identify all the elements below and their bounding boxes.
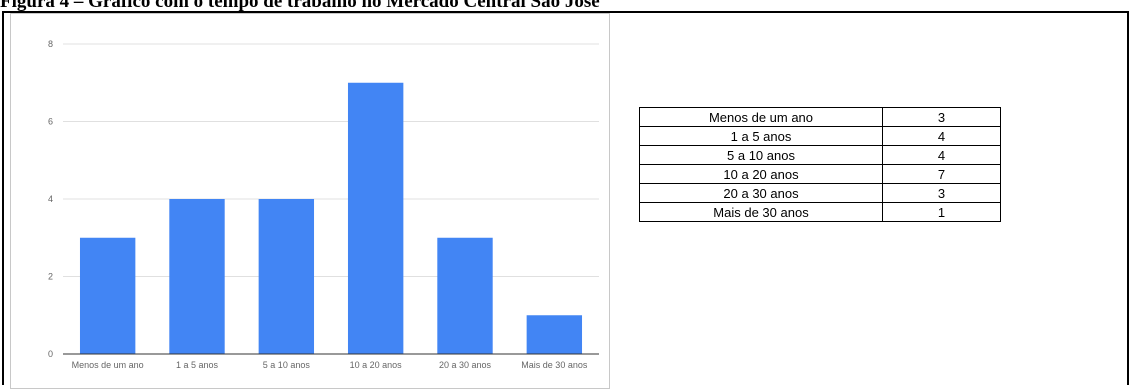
bar xyxy=(347,82,404,354)
figure-caption: Figura 4 – Gráfico com o tempo de trabal… xyxy=(0,0,600,12)
table-cell-value: 7 xyxy=(882,164,1001,184)
x-tick-label: 1 a 5 anos xyxy=(176,360,219,370)
table-cell-value: 3 xyxy=(882,107,1001,127)
bar xyxy=(79,237,136,354)
table-cell-label: 1 a 5 anos xyxy=(639,126,883,146)
x-tick-label: 20 a 30 anos xyxy=(439,360,492,370)
y-tick-label: 6 xyxy=(48,117,53,127)
table-row: 5 a 10 anos 4 xyxy=(639,145,1001,165)
table-row: Mais de 30 anos 1 xyxy=(639,202,1001,222)
x-tick-label: Menos de um ano xyxy=(72,360,144,370)
table-row: Menos de um ano 3 xyxy=(639,107,1001,127)
bar xyxy=(258,199,315,354)
table-cell-value: 3 xyxy=(882,183,1001,203)
table-cell-label: 10 a 20 anos xyxy=(639,164,883,184)
table-row: 1 a 5 anos 4 xyxy=(639,126,1001,146)
y-tick-label: 0 xyxy=(48,349,53,359)
table-cell-label: Mais de 30 anos xyxy=(639,202,883,222)
y-tick-label: 8 xyxy=(48,39,53,49)
y-tick-label: 2 xyxy=(48,272,53,282)
bar-chart-svg: 0 2 4 6 8 Menos de um ano 1 a 5 anos 5 a 10 ano… xyxy=(48,39,599,370)
table-row: 10 a 20 anos 7 xyxy=(639,164,1001,184)
table-cell-label: 5 a 10 anos xyxy=(639,145,883,165)
data-table: Menos de um ano 3 1 a 5 anos 4 5 a 10 an… xyxy=(639,107,1001,222)
bar-chart: 0 2 4 6 8 Menos de um ano 1 a 5 anos 5 a 10 ano… xyxy=(10,13,610,389)
table-row: 20 a 30 anos 3 xyxy=(639,183,1001,203)
x-tick-label: 10 a 20 anos xyxy=(350,360,403,370)
table-cell-value: 4 xyxy=(882,126,1001,146)
table-cell-value: 1 xyxy=(882,202,1001,222)
bar xyxy=(526,315,583,354)
table-cell-label: Menos de um ano xyxy=(639,107,883,127)
y-tick-label: 4 xyxy=(48,194,53,204)
x-tick-label: Mais de 30 anos xyxy=(521,360,588,370)
bar xyxy=(437,237,493,354)
data-table-container: Menos de um ano 3 1 a 5 anos 4 5 a 10 an… xyxy=(639,107,1001,222)
x-tick-label: 5 a 10 anos xyxy=(263,360,311,370)
bar xyxy=(169,199,225,354)
table-cell-label: 20 a 30 anos xyxy=(639,183,883,203)
table-cell-value: 4 xyxy=(882,145,1001,165)
